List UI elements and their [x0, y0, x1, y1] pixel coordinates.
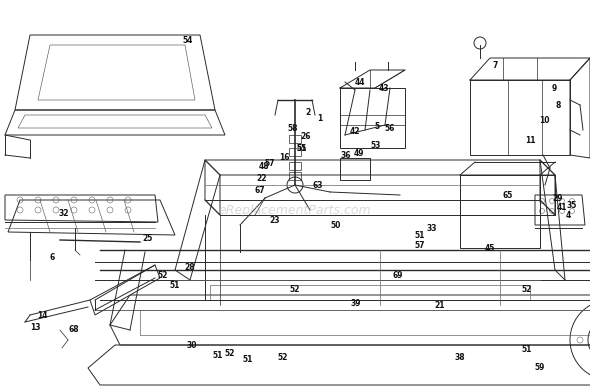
Text: 52: 52 [225, 349, 235, 357]
Text: 14: 14 [37, 310, 47, 319]
Text: 13: 13 [30, 324, 40, 333]
Bar [340, 88, 405, 148]
Text: 58: 58 [288, 123, 299, 133]
Text: 69: 69 [393, 270, 403, 280]
Text: 49: 49 [354, 149, 364, 158]
Text: 51: 51 [243, 356, 253, 364]
Text: 43: 43 [379, 84, 389, 93]
Text: 22: 22 [257, 173, 267, 182]
Bar [289, 172, 301, 180]
Text: 25: 25 [143, 233, 153, 242]
Bar [289, 135, 301, 143]
Text: 55: 55 [297, 144, 307, 152]
Text: 51: 51 [415, 231, 425, 240]
Text: 36: 36 [341, 151, 351, 159]
Text: 35: 35 [567, 200, 577, 210]
Text: 10: 10 [539, 116, 549, 124]
Text: eReplacementParts.com: eReplacementParts.com [219, 203, 371, 217]
Text: 28: 28 [185, 263, 195, 273]
Text: 6: 6 [50, 254, 55, 263]
Text: 44: 44 [355, 77, 365, 86]
Text: 23: 23 [270, 216, 280, 224]
Text: 52: 52 [278, 354, 288, 363]
Text: 42: 42 [350, 128, 360, 137]
Text: 38: 38 [455, 354, 466, 363]
Text: 53: 53 [371, 140, 381, 149]
Text: 52: 52 [290, 286, 300, 294]
Text: 41: 41 [557, 203, 567, 212]
Text: 51: 51 [297, 144, 307, 152]
Text: 56: 56 [385, 123, 395, 133]
Text: 45: 45 [485, 244, 495, 252]
Text: 52: 52 [522, 286, 532, 294]
Text: 5: 5 [375, 121, 379, 130]
Text: 32: 32 [59, 209, 69, 217]
Text: 39: 39 [350, 298, 361, 307]
Text: 26: 26 [301, 131, 312, 140]
Text: 7: 7 [492, 61, 498, 70]
Text: 29: 29 [553, 193, 563, 203]
Text: 11: 11 [525, 135, 535, 144]
Text: 57: 57 [415, 240, 425, 249]
Text: 1: 1 [317, 114, 323, 123]
Text: 9: 9 [552, 84, 556, 93]
Bar [289, 148, 301, 156]
Text: 50: 50 [331, 221, 341, 230]
Text: 51: 51 [213, 350, 223, 359]
Text: 51: 51 [522, 345, 532, 354]
Text: 68: 68 [68, 326, 79, 335]
Bar [340, 115, 405, 125]
Text: 21: 21 [435, 300, 445, 310]
Text: 65: 65 [503, 191, 513, 200]
Text: 63: 63 [313, 180, 323, 189]
Text: 2: 2 [306, 107, 310, 116]
Text: 52: 52 [158, 270, 168, 280]
Text: 57: 57 [265, 158, 276, 168]
Text: 8: 8 [555, 100, 560, 109]
Text: 33: 33 [427, 224, 437, 233]
Text: 59: 59 [535, 363, 545, 373]
Text: 30: 30 [187, 340, 197, 349]
Text: 51: 51 [170, 280, 180, 289]
Text: 4: 4 [565, 210, 571, 219]
Text: 67: 67 [255, 186, 266, 194]
Text: 16: 16 [278, 152, 289, 161]
Text: 48: 48 [258, 161, 269, 170]
Bar [340, 158, 370, 180]
Bar [289, 162, 301, 170]
Text: 54: 54 [183, 35, 193, 44]
